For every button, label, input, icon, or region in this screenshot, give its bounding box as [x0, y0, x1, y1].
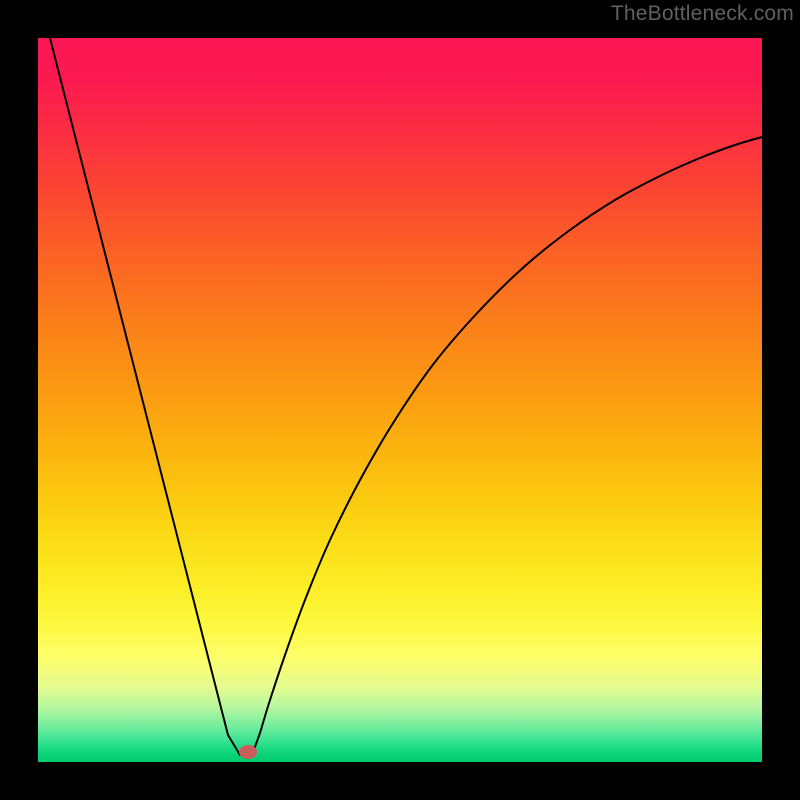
minimum-marker — [239, 745, 257, 759]
plot-svg — [0, 0, 800, 800]
canvas-root: TheBottleneck.com — [0, 0, 800, 800]
watermark-text: TheBottleneck.com — [611, 2, 794, 26]
plot-background-gradient — [38, 38, 762, 762]
